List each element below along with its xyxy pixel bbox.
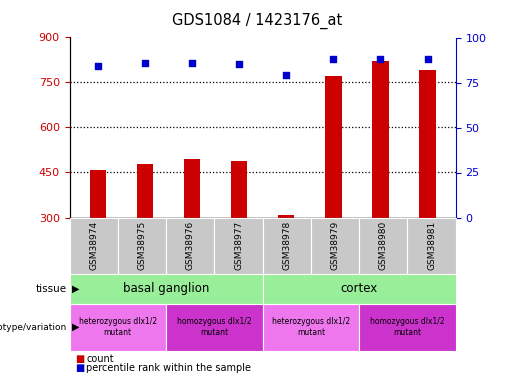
Text: percentile rank within the sample: percentile rank within the sample [86, 363, 251, 373]
Text: homozygous dlx1/2
mutant: homozygous dlx1/2 mutant [177, 318, 252, 337]
Point [282, 72, 290, 78]
Bar [372, 62, 389, 217]
Text: GSM38977: GSM38977 [234, 221, 243, 270]
Text: count: count [86, 354, 114, 364]
Text: GSM38975: GSM38975 [138, 221, 146, 270]
Text: cortex: cortex [340, 282, 378, 295]
Text: ■: ■ [75, 354, 84, 364]
Bar [90, 170, 106, 217]
Text: heterozygous dlx1/2
mutant: heterozygous dlx1/2 mutant [79, 318, 157, 337]
Text: GSM38981: GSM38981 [427, 221, 436, 270]
Text: basal ganglion: basal ganglion [123, 282, 209, 295]
Bar [136, 164, 153, 218]
Point [329, 56, 337, 62]
Text: GSM38976: GSM38976 [186, 221, 195, 270]
Text: GSM38978: GSM38978 [282, 221, 291, 270]
Text: GDS1084 / 1423176_at: GDS1084 / 1423176_at [173, 13, 342, 29]
Text: GSM38980: GSM38980 [379, 221, 388, 270]
Text: ▶: ▶ [72, 322, 80, 332]
Point [376, 56, 385, 62]
Point [423, 56, 432, 62]
Bar [278, 215, 295, 217]
Bar [184, 159, 200, 218]
Text: ▶: ▶ [72, 284, 80, 294]
Text: GSM38974: GSM38974 [89, 221, 98, 270]
Bar [325, 76, 341, 217]
Text: homozygous dlx1/2
mutant: homozygous dlx1/2 mutant [370, 318, 445, 337]
Point [141, 60, 149, 66]
Point [94, 63, 102, 69]
Text: tissue: tissue [36, 284, 67, 294]
Bar [231, 160, 247, 218]
Text: ■: ■ [75, 363, 84, 373]
Text: heterozygous dlx1/2
mutant: heterozygous dlx1/2 mutant [272, 318, 350, 337]
Text: genotype/variation: genotype/variation [0, 322, 67, 332]
Point [235, 62, 243, 68]
Point [188, 60, 196, 66]
Bar [419, 70, 436, 217]
Text: GSM38979: GSM38979 [331, 221, 339, 270]
